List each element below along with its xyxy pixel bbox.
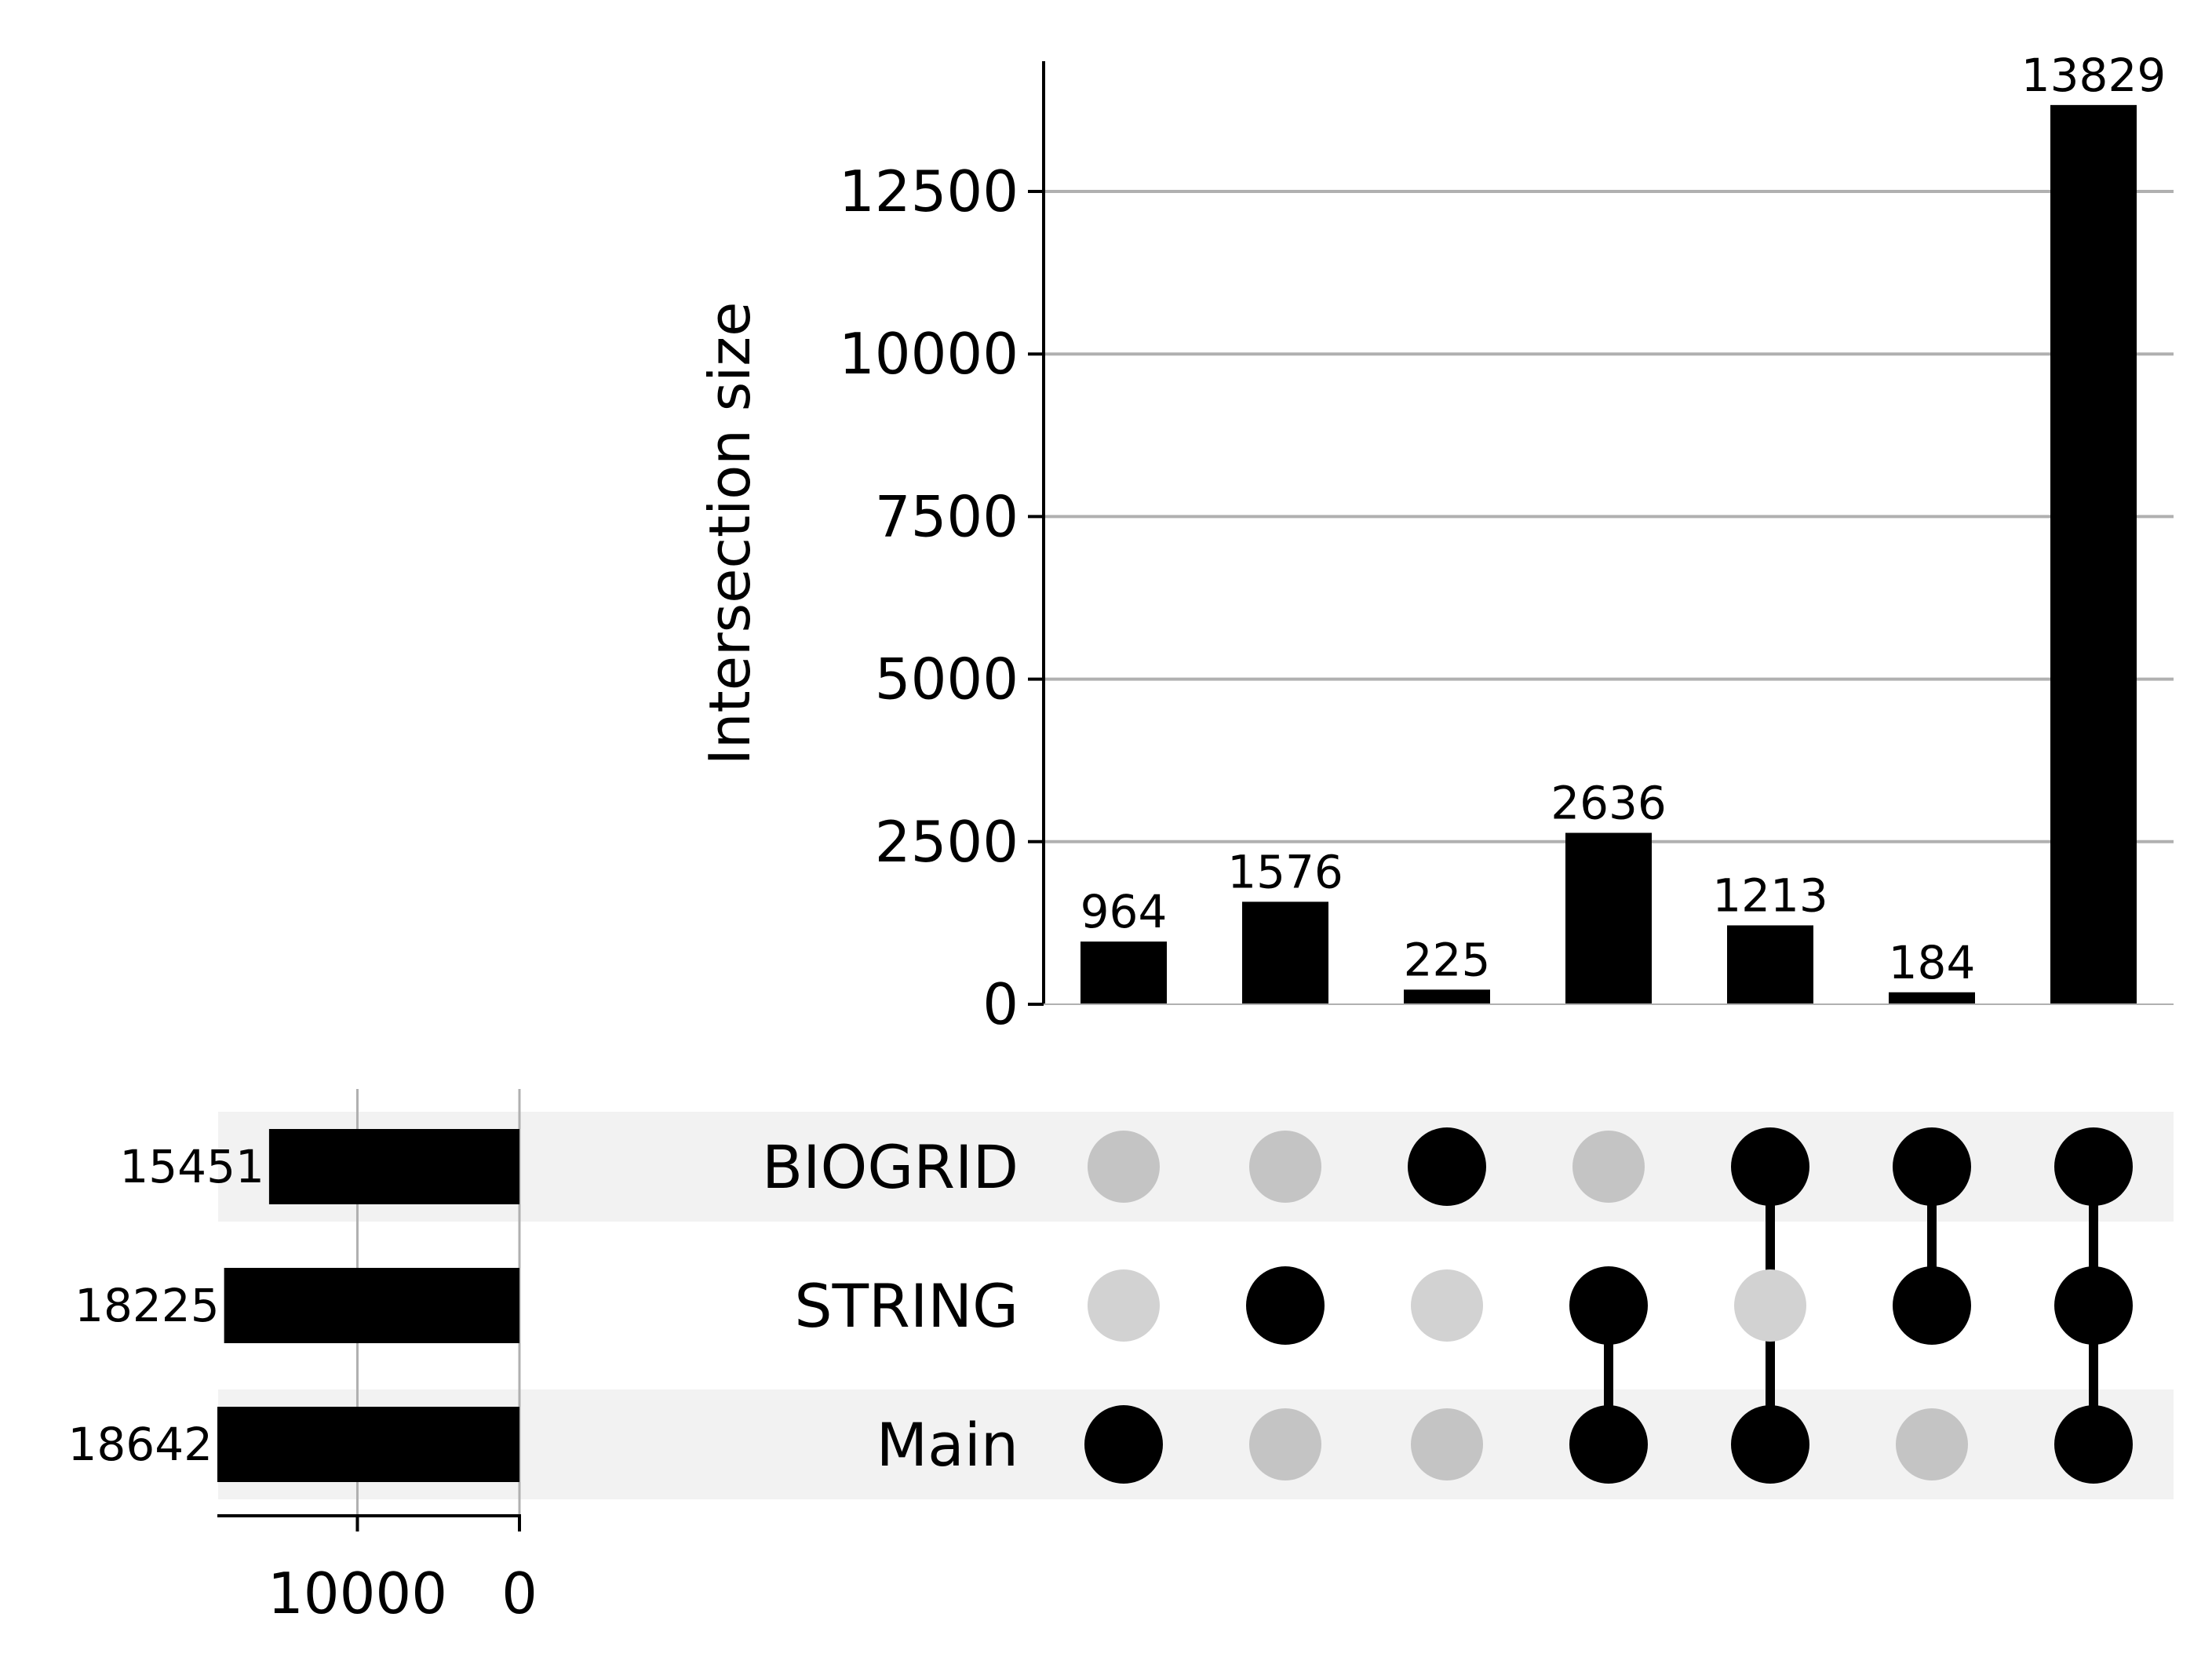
set-size-bars — [217, 1129, 519, 1482]
membership-dot-inactive — [1572, 1131, 1645, 1203]
intersection-bar — [1404, 989, 1490, 1004]
intersection-bar-label: 225 — [1404, 933, 1491, 986]
set-name-string: STRING — [794, 1271, 1019, 1341]
y-axis-label: Intersection size — [697, 302, 763, 766]
set-size-bar — [224, 1268, 519, 1343]
intersection-bar — [1727, 925, 1813, 1004]
intersection-bar — [1080, 941, 1167, 1004]
intersection-bars — [1080, 104, 2137, 1004]
membership-dot-inactive — [1734, 1269, 1806, 1342]
membership-dot-active — [2054, 1127, 2133, 1206]
intersection-bar-label: 964 — [1080, 885, 1168, 938]
membership-dot-active — [2054, 1266, 2133, 1345]
membership-dot-inactive — [1088, 1131, 1160, 1203]
intersection-bar-label: 2636 — [1551, 777, 1667, 830]
membership-dot-active — [1246, 1266, 1325, 1345]
y-tick-label-5000: 5000 — [875, 646, 1019, 712]
intersection-bar — [1889, 992, 1975, 1004]
set-size-label: 15451 — [119, 1140, 264, 1193]
x-tick-label-10000: 10000 — [268, 1561, 447, 1626]
intersection-bar-label: 184 — [1889, 936, 1976, 989]
intersection-gridlines — [1044, 190, 2174, 843]
membership-dot-active — [1569, 1266, 1648, 1345]
intersection-bar-label: 1576 — [1227, 845, 1343, 898]
membership-dot-inactive — [1411, 1269, 1483, 1342]
matrix-row-shading — [218, 1112, 2174, 1499]
row-shade-biogrid — [218, 1112, 2174, 1222]
y-tick-label-0: 0 — [982, 971, 1019, 1037]
row-shade-main — [218, 1389, 2174, 1499]
membership-matrix — [1084, 1127, 2133, 1484]
membership-dot-active — [1731, 1127, 1809, 1206]
membership-dot-active — [1408, 1127, 1486, 1206]
set-size-label: 18642 — [67, 1418, 213, 1471]
membership-dot-inactive — [1249, 1408, 1321, 1480]
intersection-y-axis: 0 2500 5000 7500 10000 12500 — [839, 61, 2174, 1037]
x-tick-label-0: 0 — [501, 1561, 538, 1626]
membership-dot-inactive — [1249, 1131, 1321, 1203]
y-tick-label-12500: 12500 — [839, 158, 1019, 224]
intersection-value-labels: 964 1576 225 2636 1213 184 13829 — [1080, 49, 2166, 989]
set-size-bar — [217, 1407, 519, 1482]
set-size-label: 18225 — [75, 1279, 220, 1332]
y-tick-label-2500: 2500 — [875, 809, 1019, 875]
membership-dot-active — [1893, 1266, 1971, 1345]
set-name-main: Main — [876, 1410, 1019, 1480]
membership-dot-active — [1731, 1405, 1809, 1484]
membership-dot-active — [1569, 1405, 1648, 1484]
membership-dot-active — [1084, 1405, 1163, 1484]
set-size-bar — [268, 1129, 519, 1204]
set-names: BIOGRID STRING Main — [762, 1132, 1019, 1480]
y-tick-label-10000: 10000 — [839, 321, 1019, 387]
intersection-bar-label: 13829 — [2021, 49, 2166, 102]
intersection-bar — [1565, 832, 1652, 1004]
membership-dot-active — [2054, 1405, 2133, 1484]
intersection-bar — [1242, 901, 1328, 1004]
membership-dot-inactive — [1896, 1408, 1968, 1480]
intersection-bar — [2050, 104, 2137, 1004]
set-size-value-labels: 15451 18225 18642 — [67, 1140, 264, 1471]
membership-dot-active — [1893, 1127, 1971, 1206]
membership-dot-inactive — [1088, 1269, 1160, 1342]
set-name-biogrid: BIOGRID — [762, 1132, 1019, 1202]
intersection-bar-label: 1213 — [1712, 869, 1828, 922]
y-tick-label-7500: 7500 — [875, 483, 1019, 549]
membership-dot-inactive — [1411, 1408, 1483, 1480]
set-size-x-axis: 10000 0 — [217, 1514, 538, 1626]
